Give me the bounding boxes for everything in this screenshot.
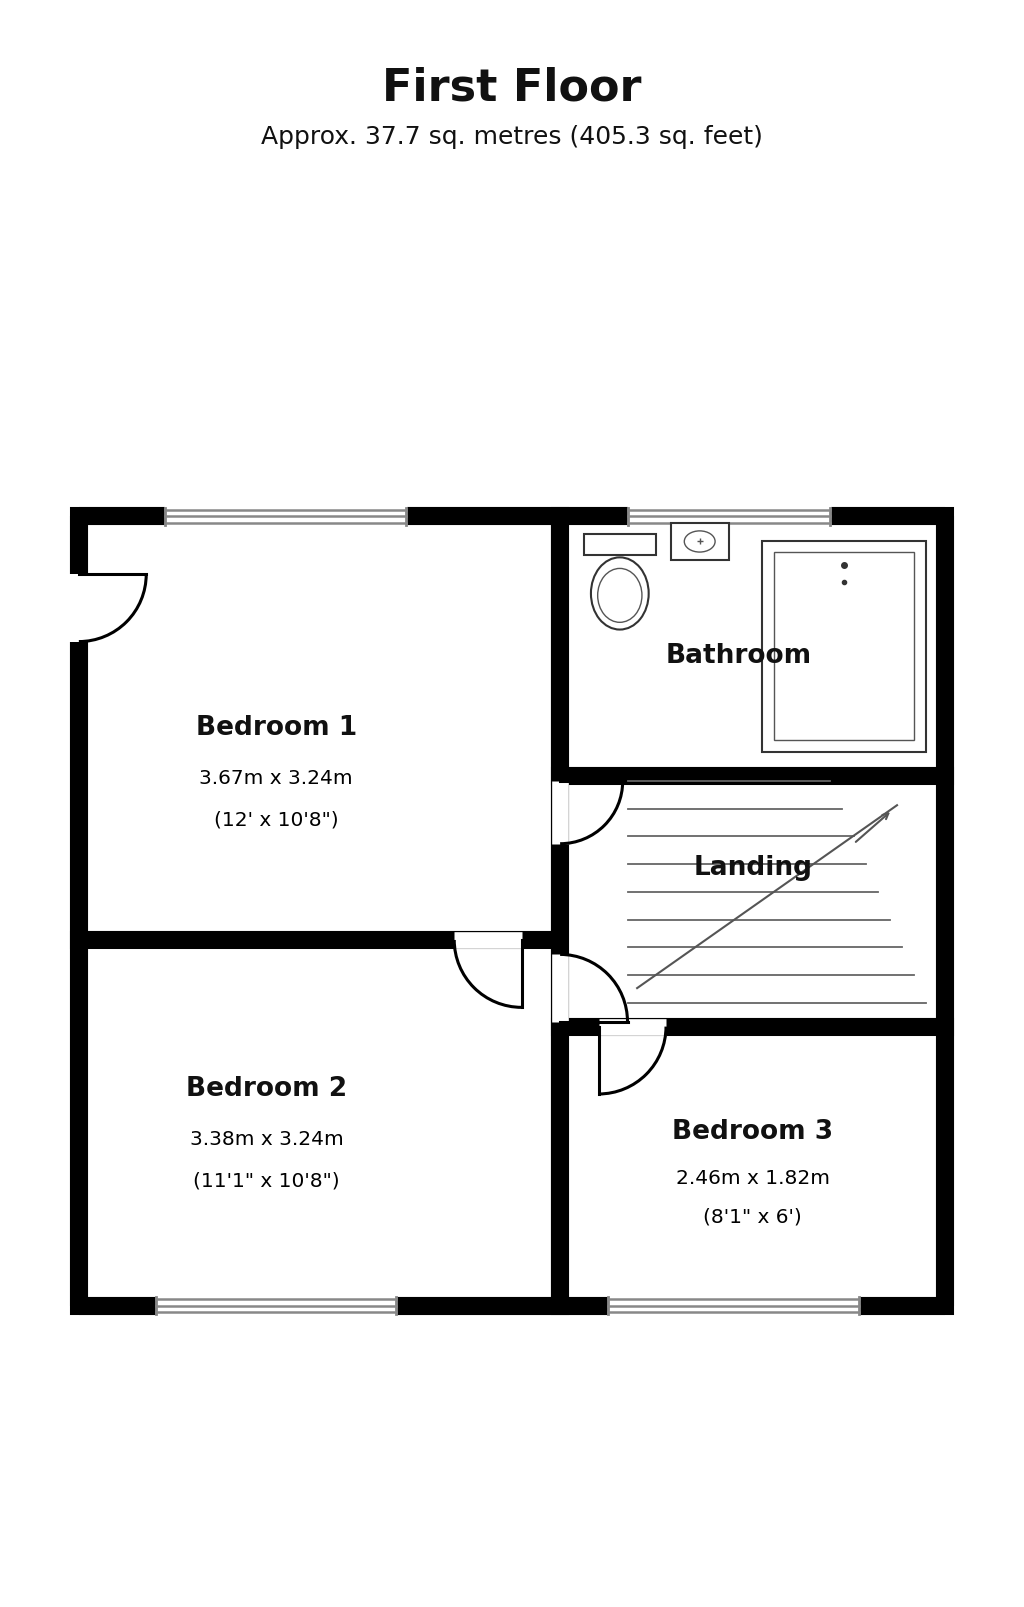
Text: Landing: Landing [693, 855, 812, 881]
Ellipse shape [591, 558, 648, 630]
Ellipse shape [684, 530, 715, 553]
Text: Bedroom 3: Bedroom 3 [672, 1120, 834, 1146]
Bar [774, 553, 914, 739]
Ellipse shape [598, 569, 642, 622]
Bar [762, 540, 926, 752]
Bar [560, 1027, 945, 1306]
Text: 3.38m x 3.24m: 3.38m x 3.24m [189, 1130, 343, 1149]
Text: 3.67m x 3.24m: 3.67m x 3.24m [200, 768, 353, 787]
Bar [79, 516, 560, 940]
Text: 2.46m x 1.82m: 2.46m x 1.82m [676, 1170, 829, 1188]
Text: Approx. 37.7 sq. metres (405.3 sq. feet): Approx. 37.7 sq. metres (405.3 sq. feet) [261, 125, 763, 148]
Text: Bedroom 2: Bedroom 2 [186, 1077, 347, 1102]
Text: Bathroom: Bathroom [666, 643, 811, 669]
Bar [79, 940, 560, 1306]
Text: (8'1" x 6'): (8'1" x 6') [703, 1208, 802, 1226]
Text: First Floor: First Floor [382, 67, 642, 109]
Bar [584, 534, 656, 554]
Text: Bedroom 1: Bedroom 1 [196, 715, 356, 741]
Text: (11'1" x 10'8"): (11'1" x 10'8") [194, 1172, 340, 1191]
Bar [560, 516, 945, 776]
Text: (12' x 10'8"): (12' x 10'8") [214, 810, 339, 829]
Bar [560, 776, 945, 1027]
Bar [671, 524, 729, 559]
